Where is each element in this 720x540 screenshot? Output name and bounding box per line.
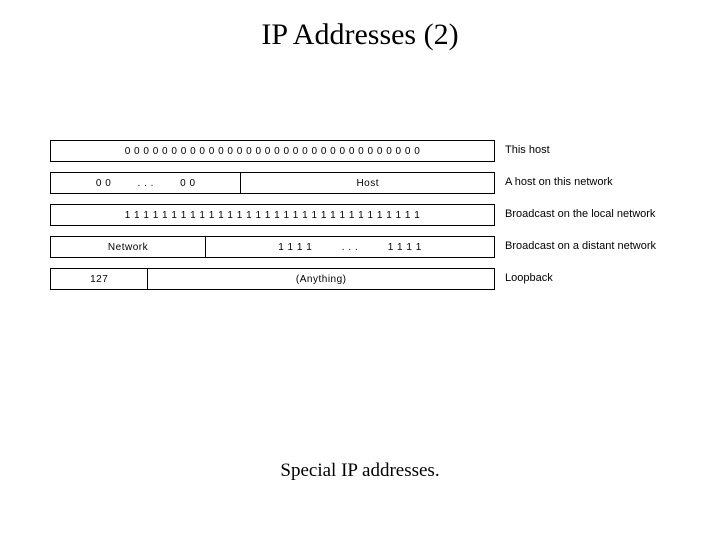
anything-field: (Anything) — [148, 269, 494, 289]
address-bar-host-on-network: 0 0 . . . 0 0 Host — [50, 172, 495, 194]
address-bar-local-broadcast: 1 1 1 1 1 1 1 1 1 1 1 1 1 1 1 1 1 1 1 1 … — [50, 204, 495, 226]
slide: IP Addresses (2) 0 0 0 0 0 0 0 0 0 0 0 0… — [0, 0, 720, 540]
network-zero-prefix: 0 0 . . . 0 0 — [51, 173, 241, 193]
address-bar-loopback: 127 (Anything) — [50, 268, 495, 290]
table-row: Network 1 1 1 1 . . . 1 1 1 1 Broadcast … — [50, 236, 670, 258]
table-row: 127 (Anything) Loopback — [50, 268, 670, 290]
table-row: 0 0 0 0 0 0 0 0 0 0 0 0 0 0 0 0 0 0 0 0 … — [50, 140, 670, 162]
row-label: This host — [505, 144, 670, 157]
address-bar-distant-broadcast: Network 1 1 1 1 . . . 1 1 1 1 — [50, 236, 495, 258]
row-label: Loopback — [505, 272, 670, 285]
table-row: 0 0 . . . 0 0 Host A host on this networ… — [50, 172, 670, 194]
host-all-one: 1 1 1 1 . . . 1 1 1 1 — [206, 237, 494, 257]
row-label: Broadcast on the local network — [505, 208, 670, 221]
row-label: A host on this network — [505, 176, 670, 189]
bits-all-one: 1 1 1 1 1 1 1 1 1 1 1 1 1 1 1 1 1 1 1 1 … — [51, 205, 494, 225]
figure-caption: Special IP addresses. — [0, 460, 720, 482]
row-label: Broadcast on a distant network — [505, 240, 670, 253]
network-field: Network — [51, 237, 206, 257]
page-title: IP Addresses (2) — [0, 18, 720, 52]
host-field: Host — [241, 173, 494, 193]
loopback-prefix: 127 — [51, 269, 148, 289]
ip-address-diagram: 0 0 0 0 0 0 0 0 0 0 0 0 0 0 0 0 0 0 0 0 … — [50, 140, 670, 300]
address-bar-this-host: 0 0 0 0 0 0 0 0 0 0 0 0 0 0 0 0 0 0 0 0 … — [50, 140, 495, 162]
table-row: 1 1 1 1 1 1 1 1 1 1 1 1 1 1 1 1 1 1 1 1 … — [50, 204, 670, 226]
bits-all-zero: 0 0 0 0 0 0 0 0 0 0 0 0 0 0 0 0 0 0 0 0 … — [51, 141, 494, 161]
